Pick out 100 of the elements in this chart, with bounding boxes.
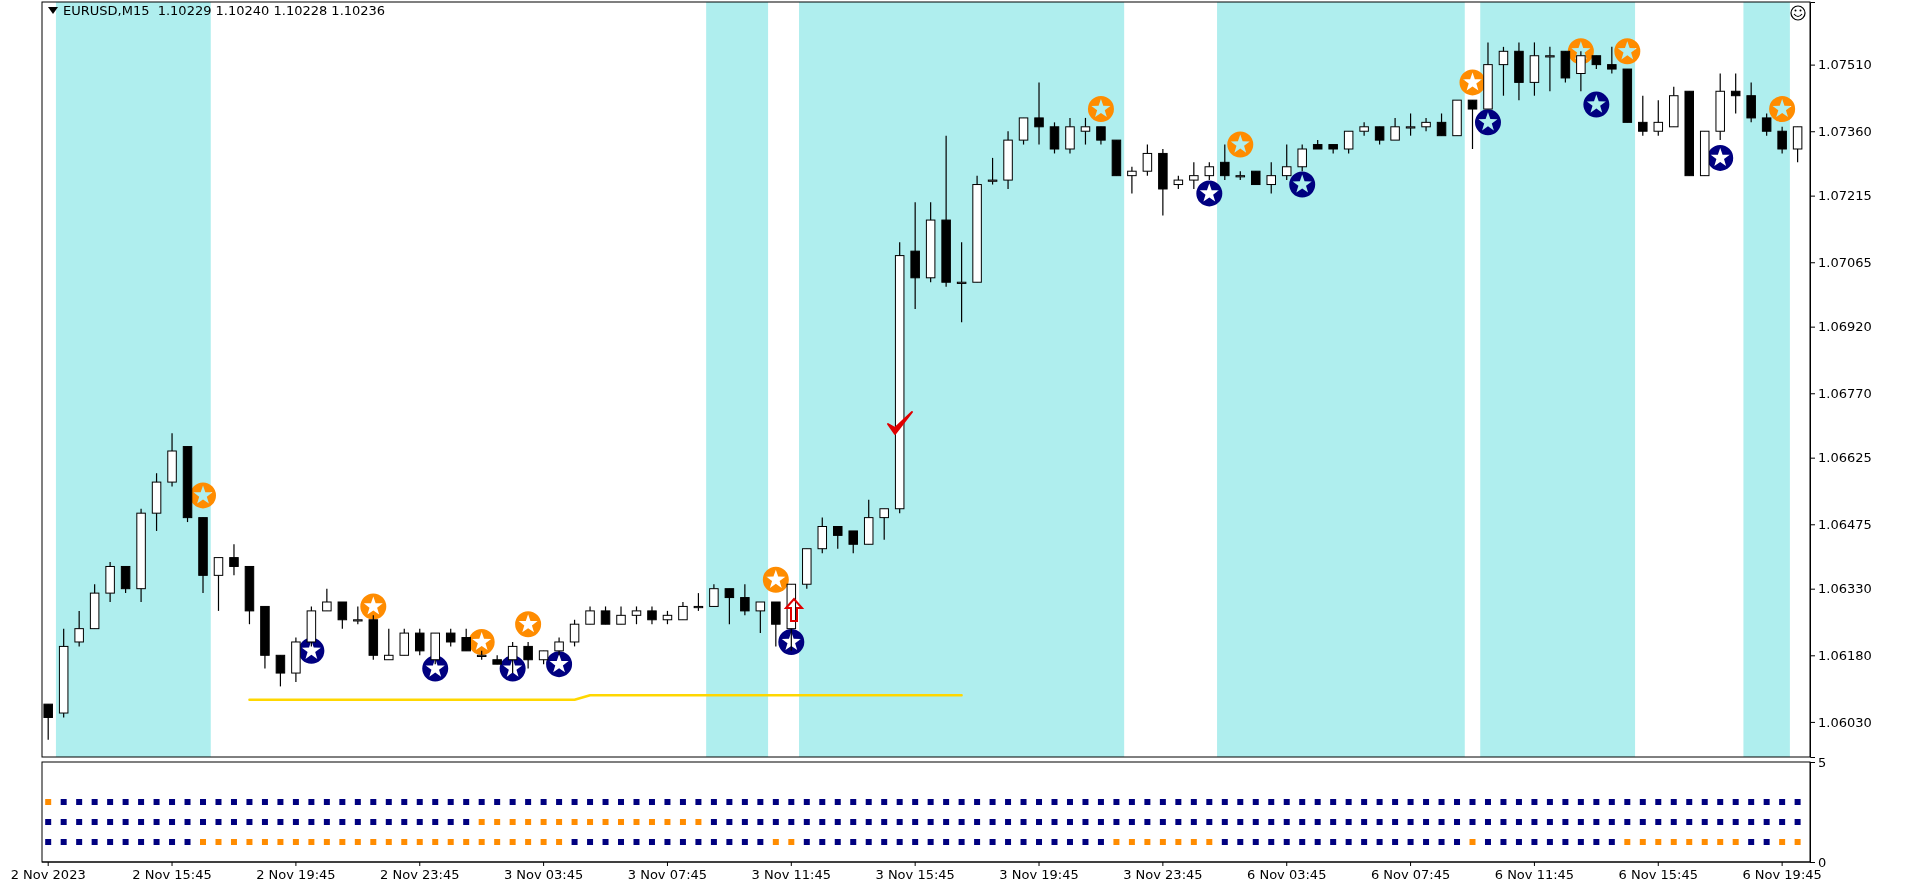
y-tick-label: 0 [1818,854,1827,870]
point [1196,180,1223,207]
candlestick [1189,161,1199,190]
y-tick-label: 1.06770 [1818,385,1872,401]
y-tick-label: 1.06475 [1818,516,1872,532]
candlestick [1281,143,1292,181]
candlestick [740,583,750,616]
point [468,629,495,655]
candlestick [1607,46,1617,75]
candlestick [1127,166,1137,195]
candlestick [1545,46,1555,92]
x-tick-label: 6 Nov 07:45 [1370,867,1451,882]
y-tick-label: 1.07215 [1818,188,1872,204]
candlestick [1049,121,1060,155]
y-tick-label: 1.06180 [1818,647,1872,663]
candlestick [1746,81,1756,123]
candlestick [709,583,719,608]
candlestick [1638,95,1648,137]
candlestick [879,508,889,541]
candlestick [1343,130,1354,155]
candlestick [848,530,858,554]
candlestick [461,628,471,652]
point [1583,91,1610,118]
candlestick [384,628,394,661]
point [360,593,387,620]
y-tick-label: 1.07360 [1818,123,1872,139]
x-tick-label: 6 Nov 03:45 [1247,867,1327,882]
point [1614,38,1641,65]
candlestick [1220,143,1230,181]
candlestick [956,241,967,323]
candlestick [120,565,131,594]
candlestick [1777,126,1787,155]
candlestick [275,654,286,687]
y-tick-label: 5 [1818,754,1827,770]
x-tick-label: 3 Nov 19:45 [999,867,1079,882]
candlestick [1761,112,1772,137]
point [1474,109,1501,136]
point [778,629,805,655]
point [1459,69,1486,96]
candlestick [724,588,735,625]
candlestick [1142,143,1153,177]
x-tick-label: 2 Nov 15:45 [132,867,212,882]
candlestick [1080,117,1091,146]
candlestick [523,641,533,670]
candlestick [1653,99,1664,137]
point [1769,96,1796,123]
point [1289,171,1316,198]
candlestick [1018,117,1029,146]
x-tick-label: 3 Nov 11:45 [751,867,831,882]
y-tick-label: 1.06625 [1818,450,1872,466]
candlestick [1421,117,1431,132]
candlestick [569,619,580,648]
x-tick-label: 6 Nov 19:45 [1742,867,1822,882]
candlestick [337,601,348,630]
x-tick-label: 3 Nov 07:45 [627,867,708,882]
x-tick-label: 3 Nov 23:45 [1123,867,1203,882]
candlestick [1498,46,1509,97]
candlestick [399,628,410,656]
point [1707,144,1734,171]
candlestick [213,556,224,612]
point [762,566,789,593]
candlestick [987,157,998,186]
candlestick [229,543,239,576]
candlestick [1730,72,1741,115]
candlestick [1065,117,1075,155]
candlestick [1792,126,1803,163]
y-tick-label: 1.07065 [1818,254,1872,270]
candlestick [322,588,332,612]
y-tick-label: 1.06920 [1818,319,1872,335]
candlestick [507,641,518,674]
point [546,651,573,678]
candlestick [74,610,84,648]
y-tick-label: 1.07510 [1818,57,1872,73]
point [1087,96,1114,123]
point [1227,131,1254,158]
candlestick [1405,112,1416,137]
x-tick-label: 2 Nov 19:45 [256,867,336,882]
candlestick [1297,143,1307,172]
candlestick [1266,161,1276,195]
candlestick [1467,99,1478,150]
x-tick-label: 6 Nov 11:45 [1494,867,1575,882]
x-tick-label: 3 Nov 15:45 [875,867,955,882]
candlestick [1576,50,1586,92]
candlestick [771,601,781,648]
point [190,482,217,509]
x-tick-label: 2 Nov 2023 [10,867,86,882]
candlestick [755,601,766,634]
y-tick-label: 1.06030 [1818,714,1872,730]
candlestick [1436,112,1447,137]
candlestick [833,525,843,550]
chart-title: EURUSD,M15 1.10229 1.10240 1.10228 1.10236 [63,3,386,18]
x-tick-label: 6 Nov 15:45 [1618,867,1698,882]
candlestick [1034,81,1044,146]
candlestick [1359,121,1369,137]
candlestick [1390,117,1400,141]
candlestick [414,628,425,656]
y-tick-label: 1.06330 [1818,581,1872,597]
x-tick-label: 2 Nov 23:45 [380,867,460,882]
candlestick [817,517,828,554]
point [515,611,542,638]
